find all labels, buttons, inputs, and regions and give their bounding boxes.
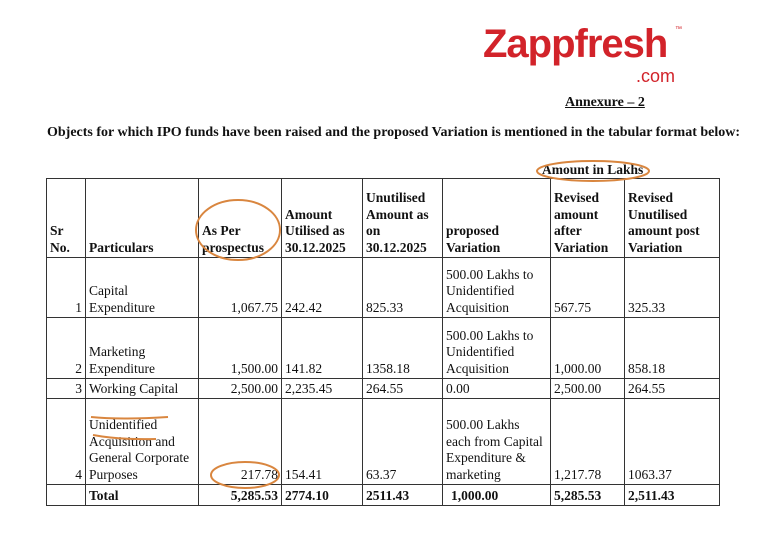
cell-prospectus: 1,067.75 [198, 257, 282, 318]
table-total-row: Total 5,285.53 2774.10 2511.43 1,000.00 … [46, 484, 720, 506]
cell-particulars: Unidentified Acquisition and General Cor… [85, 398, 199, 485]
cell-unutilised: 264.55 [362, 378, 443, 399]
cell-prospectus: 1,500.00 [198, 317, 282, 379]
logo-brand: Zappfresh [483, 22, 668, 66]
annexure-title: Annexure – 2 [565, 95, 645, 110]
unit-note: Amount in Lakhs [542, 162, 644, 177]
cell-particulars: Capital Expenditure [85, 257, 199, 318]
cell-sr: 2 [46, 317, 86, 379]
section-heading: Objects for which IPO funds have been ra… [47, 125, 741, 140]
cell-revised: 1,217.78 [550, 398, 625, 485]
cell-total-unutilised: 2511.43 [362, 484, 443, 506]
cell-revised-unutilised: 1063.37 [624, 398, 720, 485]
header-variation: proposed Variation [442, 178, 551, 258]
table-row: 1 Capital Expenditure 1,067.75 242.42 82… [46, 257, 720, 318]
cell-variation: 500.00 Lakhs to Unidentified Acquisition [442, 317, 551, 379]
cell-prospectus: 2,500.00 [198, 378, 282, 399]
cell-revised: 567.75 [550, 257, 625, 318]
cell-unutilised: 63.37 [362, 398, 443, 485]
cell-unutilised: 1358.18 [362, 317, 443, 379]
cell-particulars: Working Capital [85, 378, 199, 399]
cell-total-label: Total [85, 484, 199, 506]
table-row: 2 Marketing Expenditure 1,500.00 141.82 … [46, 317, 720, 379]
cell-total-revised-unutilised: 2,511.43 [624, 484, 720, 506]
header-particulars: Particulars [85, 178, 199, 258]
cell-particulars: Marketing Expenditure [85, 317, 199, 379]
header-unutilised: Unutilised Amount as on 30.12.2025 [362, 178, 443, 258]
cell-sr: 1 [46, 257, 86, 318]
cell-utilised: 242.42 [281, 257, 363, 318]
cell-total-prospectus: 5,285.53 [198, 484, 282, 506]
cell-total-variation: 1,000.00 [442, 484, 551, 506]
header-sr: Sr No. [46, 178, 86, 258]
cell-utilised: 2,235.45 [281, 378, 363, 399]
logo-trademark: ™ [675, 26, 682, 33]
cell-revised-unutilised: 858.18 [624, 317, 720, 379]
cell-sr: 4 [46, 398, 86, 485]
cell-unutilised: 825.33 [362, 257, 443, 318]
cell-revised-unutilised: 325.33 [624, 257, 720, 318]
cell-total-utilised: 2774.10 [281, 484, 363, 506]
cell-total-revised: 5,285.53 [550, 484, 625, 506]
cell-utilised: 141.82 [281, 317, 363, 379]
zappfresh-logo: Zappfresh ™ .com [483, 22, 683, 86]
cell-variation: 500.00 Lakhs to Unidentified Acquisition [442, 257, 551, 318]
cell-variation: 0.00 [442, 378, 551, 399]
header-revised: Revised amount after Variation [550, 178, 625, 258]
cell-sr [46, 484, 86, 506]
cell-revised: 2,500.00 [550, 378, 625, 399]
table-header-row: Sr No. Particulars As Per prospectus Amo… [46, 178, 720, 258]
cell-variation: 500.00 Lakhs each from Capital Expenditu… [442, 398, 551, 485]
cell-prospectus: 217.78 [198, 398, 282, 485]
logo-suffix: .com [635, 66, 675, 86]
header-prospectus: As Per prospectus [198, 178, 282, 258]
table-row: 3 Working Capital 2,500.00 2,235.45 264.… [46, 378, 720, 399]
cell-sr: 3 [46, 378, 86, 399]
ipo-funds-table: Sr No. Particulars As Per prospectus Amo… [46, 178, 720, 506]
table-row: 4 Unidentified Acquisition and General C… [46, 398, 720, 485]
header-utilised: Amount Utilised as 30.12.2025 [281, 178, 363, 258]
cell-revised: 1,000.00 [550, 317, 625, 379]
cell-revised-unutilised: 264.55 [624, 378, 720, 399]
header-revised-unutilised: Revised Unutilised amount post Variation [624, 178, 720, 258]
cell-utilised: 154.41 [281, 398, 363, 485]
